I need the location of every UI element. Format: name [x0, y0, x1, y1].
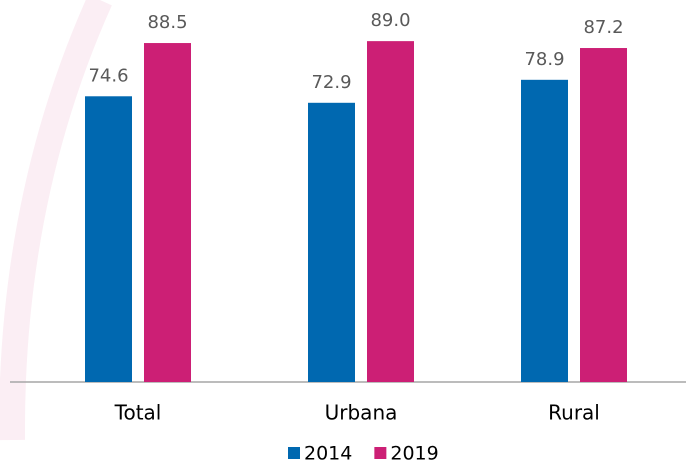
bar: [367, 41, 414, 382]
value-label: 89.0: [370, 10, 410, 31]
x-tick-label: Urbana: [325, 401, 398, 425]
bar: [521, 79, 568, 383]
value-label: 72.9: [311, 72, 351, 93]
x-tick-label: Total: [114, 401, 162, 425]
legend-swatch: [374, 447, 387, 459]
x-tick-label: Rural: [548, 401, 600, 425]
bar: [308, 102, 355, 382]
value-label: 74.6: [88, 65, 128, 86]
legend-swatch: [288, 447, 300, 459]
background-decoration: [0, 0, 112, 441]
bar: [144, 43, 191, 383]
legend-label: 2019: [390, 443, 438, 464]
value-label: 78.9: [524, 49, 564, 70]
legend-label: 2014: [304, 443, 352, 464]
value-label: 88.5: [147, 12, 187, 33]
bar: [85, 96, 132, 383]
bar: [580, 48, 627, 383]
value-label: 87.2: [583, 17, 623, 38]
